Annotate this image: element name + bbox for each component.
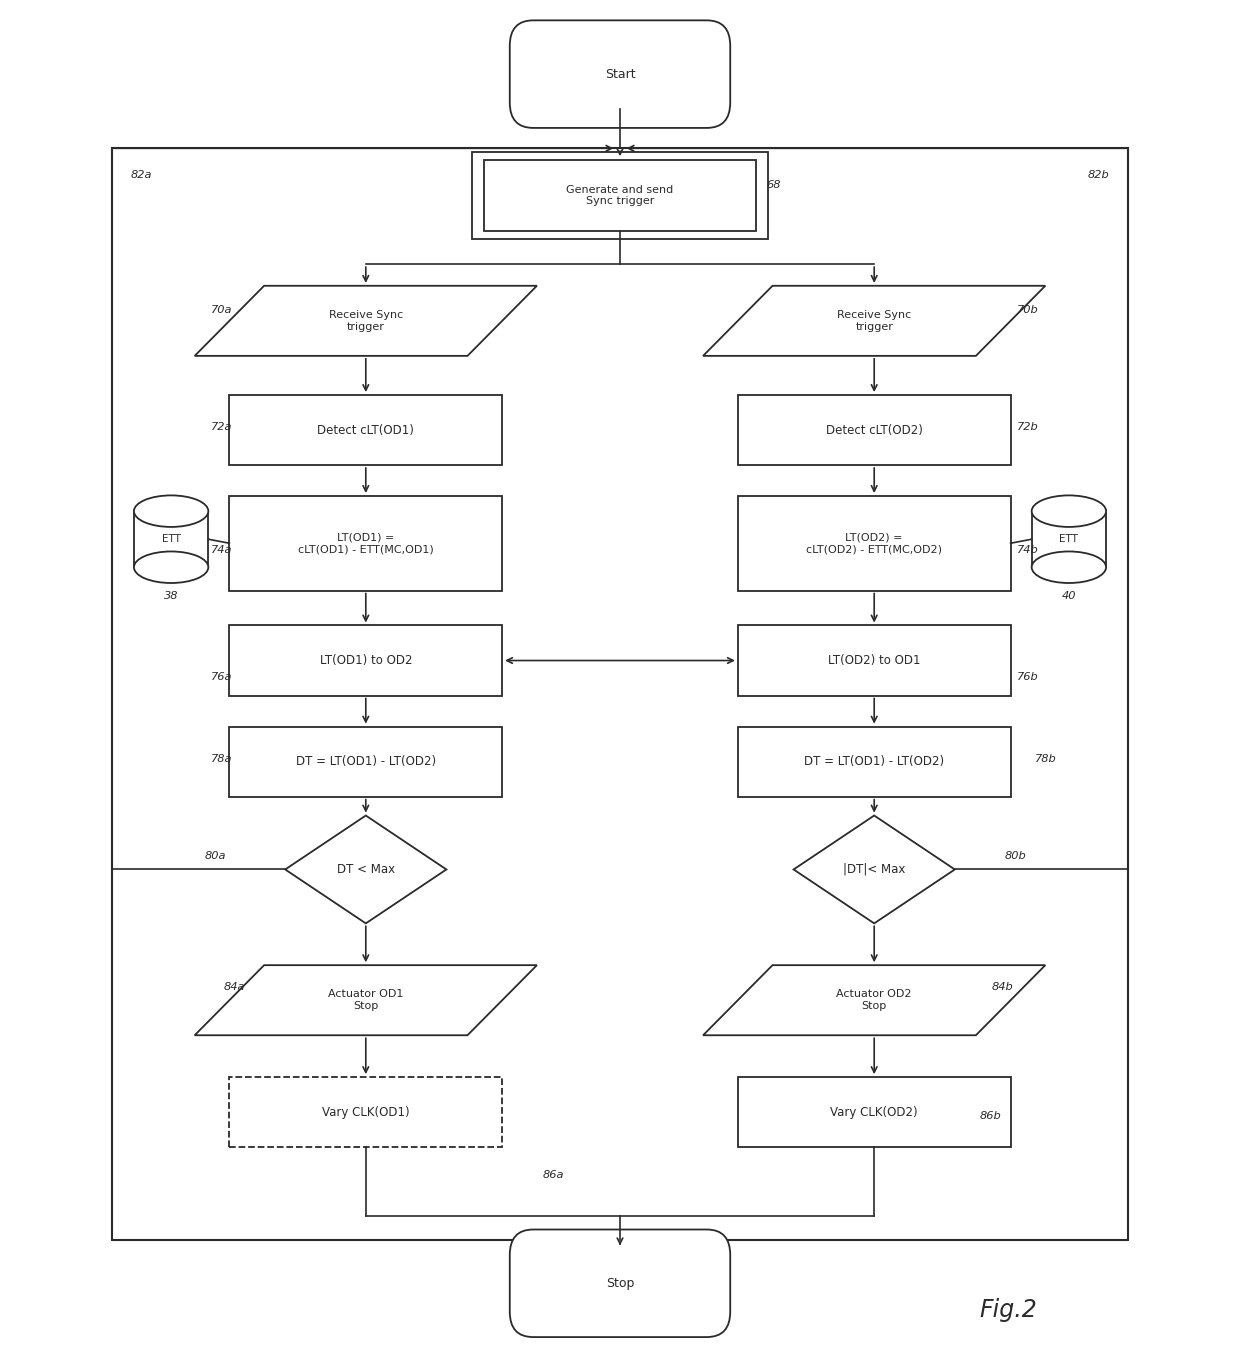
Text: 74b: 74b [1017, 545, 1039, 555]
Bar [229, 625, 502, 696]
Polygon shape [195, 965, 537, 1035]
Bar [134, 511, 208, 568]
Text: Receive Sync
trigger: Receive Sync trigger [329, 310, 403, 332]
Bar [112, 148, 1128, 1240]
Text: ETT: ETT [1059, 534, 1079, 545]
Text: 84a: 84a [223, 981, 244, 992]
Bar [738, 496, 1011, 590]
Text: Vary CLK(OD1): Vary CLK(OD1) [322, 1105, 409, 1119]
Text: Detect cLT(OD2): Detect cLT(OD2) [826, 423, 923, 437]
Text: 78b: 78b [1035, 754, 1058, 764]
Text: 84b: 84b [992, 981, 1014, 992]
Bar [229, 496, 502, 590]
Text: 86b: 86b [980, 1111, 1002, 1122]
Bar [229, 395, 502, 465]
Text: 72b: 72b [1017, 422, 1039, 433]
Text: 68: 68 [766, 179, 781, 190]
Text: 82b: 82b [1087, 170, 1110, 181]
Text: LT(OD1) =
cLT(OD1) - ETT(MC,OD1): LT(OD1) = cLT(OD1) - ETT(MC,OD1) [298, 532, 434, 554]
Ellipse shape [134, 495, 208, 527]
Bar [484, 160, 756, 231]
Bar [229, 1077, 502, 1147]
Ellipse shape [134, 551, 208, 584]
Text: DT = LT(OD1) - LT(OD2): DT = LT(OD1) - LT(OD2) [295, 755, 436, 768]
Bar [1032, 511, 1106, 568]
Text: LT(OD2) to OD1: LT(OD2) to OD1 [828, 654, 920, 667]
Text: 74a: 74a [211, 545, 232, 555]
Text: 40: 40 [1061, 590, 1076, 601]
Text: 76b: 76b [1017, 671, 1039, 682]
Bar [738, 727, 1011, 797]
Text: 38: 38 [164, 590, 179, 601]
Ellipse shape [1032, 495, 1106, 527]
Text: 78a: 78a [211, 754, 232, 764]
Bar [738, 625, 1011, 696]
Polygon shape [703, 965, 1045, 1035]
Bar [472, 152, 768, 239]
Text: Stop: Stop [606, 1277, 634, 1290]
Bar [738, 395, 1011, 465]
Text: ETT: ETT [161, 534, 181, 545]
Text: Start: Start [605, 67, 635, 81]
Text: 72a: 72a [211, 422, 232, 433]
Text: DT = LT(OD1) - LT(OD2): DT = LT(OD1) - LT(OD2) [804, 755, 945, 768]
FancyBboxPatch shape [510, 1229, 730, 1337]
FancyBboxPatch shape [510, 20, 730, 128]
Text: 80b: 80b [1004, 851, 1027, 861]
Text: LT(OD1) to OD2: LT(OD1) to OD2 [320, 654, 412, 667]
Text: Receive Sync
trigger: Receive Sync trigger [837, 310, 911, 332]
Text: |DT|< Max: |DT|< Max [843, 863, 905, 876]
Text: Generate and send
Sync trigger: Generate and send Sync trigger [567, 185, 673, 206]
Text: Fig.2: Fig.2 [980, 1298, 1038, 1322]
Bar [229, 727, 502, 797]
Text: DT < Max: DT < Max [337, 863, 394, 876]
Text: 80a: 80a [205, 851, 226, 861]
Text: 70b: 70b [1017, 305, 1039, 315]
Text: 82a: 82a [130, 170, 151, 181]
Text: 70a: 70a [211, 305, 232, 315]
Text: LT(OD2) =
cLT(OD2) - ETT(MC,OD2): LT(OD2) = cLT(OD2) - ETT(MC,OD2) [806, 532, 942, 554]
Text: Actuator OD1
Stop: Actuator OD1 Stop [329, 989, 403, 1011]
Text: Detect cLT(OD1): Detect cLT(OD1) [317, 423, 414, 437]
Text: Vary CLK(OD2): Vary CLK(OD2) [831, 1105, 918, 1119]
Text: 76a: 76a [211, 671, 232, 682]
Polygon shape [285, 816, 446, 923]
Bar [738, 1077, 1011, 1147]
Text: 86a: 86a [543, 1170, 564, 1181]
Polygon shape [794, 816, 955, 923]
Ellipse shape [1032, 551, 1106, 584]
Polygon shape [703, 286, 1045, 356]
Polygon shape [195, 286, 537, 356]
Text: Actuator OD2
Stop: Actuator OD2 Stop [837, 989, 911, 1011]
